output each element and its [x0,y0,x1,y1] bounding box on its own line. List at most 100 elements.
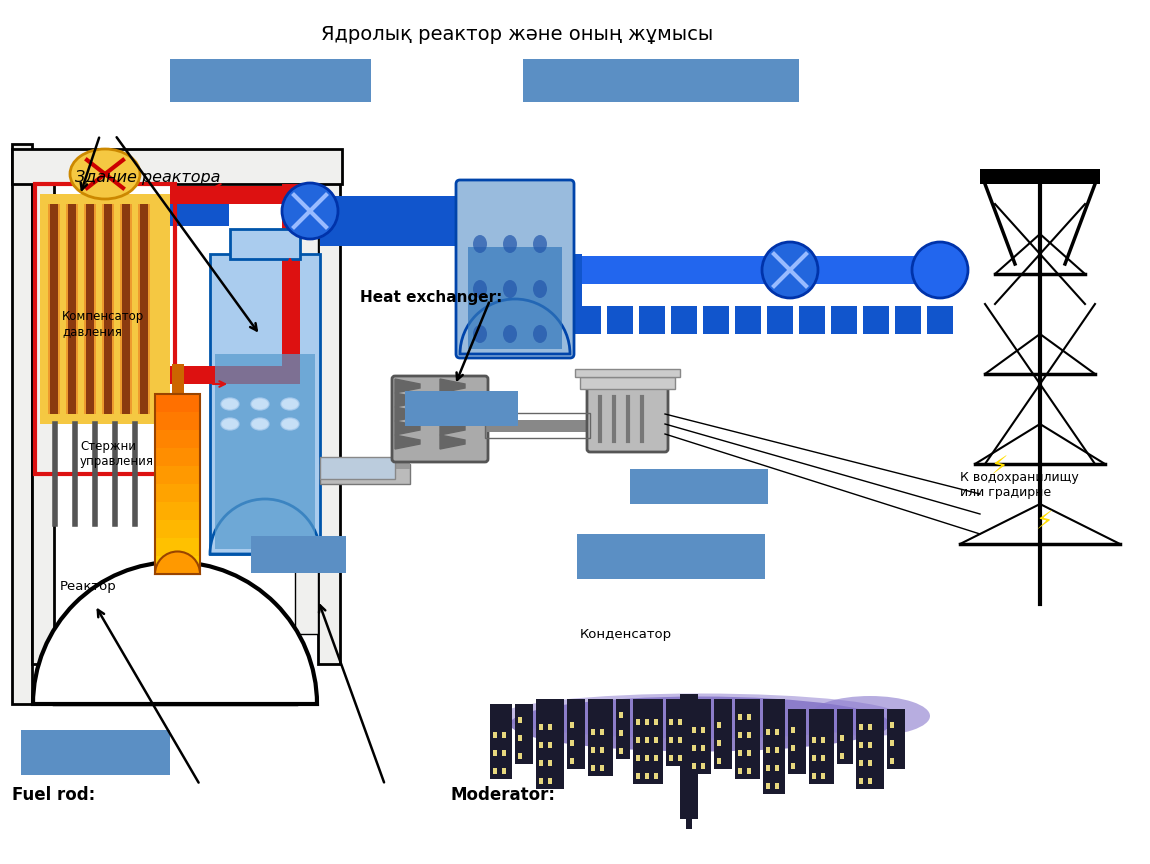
Bar [138,204,150,414]
Bar [570,722,574,728]
Polygon shape [394,435,420,449]
Polygon shape [440,421,465,435]
Polygon shape [440,407,465,421]
Bar [171,364,184,394]
Bar [170,59,371,102]
Bar [670,306,697,334]
Bar [468,247,562,349]
Bar [549,778,552,784]
Text: Компенсатор
давления: Компенсатор давления [62,310,144,338]
FancyBboxPatch shape [392,376,488,462]
Bar [515,704,532,764]
Bar [12,159,345,194]
Bar [549,742,552,748]
Bar [890,758,894,764]
Text: К водохранилищу
или градирне: К водохранилищу или градирне [960,471,1079,499]
Bar [120,204,132,414]
Bar [840,753,844,759]
Bar [567,699,585,769]
Bar [600,729,604,735]
Bar [12,149,342,184]
Text: Здание реактора: Здание реактора [75,170,221,185]
Bar [687,814,692,829]
Bar [859,742,862,748]
Ellipse shape [473,280,486,298]
Bar [775,783,779,789]
Bar [678,719,682,725]
Circle shape [762,242,818,298]
Bar [669,755,673,761]
Bar [840,735,844,741]
Bar [654,773,658,779]
Bar [155,538,200,556]
Bar [887,709,905,769]
Bar [716,722,721,728]
Bar [12,74,32,194]
Wedge shape [210,499,320,554]
Bar [859,778,862,784]
Bar [821,755,825,761]
Bar [588,699,613,776]
Bar [645,719,649,725]
Bar [140,204,148,414]
Bar [32,164,54,664]
Bar [155,556,200,574]
Ellipse shape [532,280,547,298]
Bar [503,732,506,738]
Polygon shape [394,421,420,435]
Ellipse shape [509,696,890,752]
Bar [714,699,733,769]
Bar [457,259,574,309]
Ellipse shape [503,235,518,253]
Wedge shape [460,299,570,354]
Bar [766,729,771,735]
Polygon shape [440,379,465,393]
Bar [678,737,682,743]
Bar [669,737,673,743]
Bar [518,717,522,723]
Bar [493,768,497,774]
Bar [799,306,825,334]
Bar [735,306,761,334]
Ellipse shape [503,325,518,343]
Ellipse shape [810,696,930,736]
Bar [580,377,675,389]
Bar [503,768,506,774]
Bar [767,306,794,334]
Bar [575,306,601,334]
Bar [868,742,872,748]
Bar [518,735,522,741]
Bar [54,196,229,226]
Ellipse shape [532,325,547,343]
Bar [215,354,315,549]
Bar [282,184,300,384]
Bar [320,196,460,226]
Ellipse shape [251,418,269,430]
Bar [320,464,411,484]
Bar [296,164,319,634]
Bar [539,742,543,748]
Bar [549,724,552,730]
Bar [122,204,130,414]
Bar [48,204,60,414]
Ellipse shape [503,280,518,298]
Bar [155,448,200,466]
Bar [738,732,742,738]
Bar [523,59,799,102]
Bar [493,750,497,756]
Bar [748,714,751,720]
Bar [821,737,825,743]
Bar [748,732,751,738]
Text: Реактор: Реактор [60,580,117,593]
Bar [636,755,641,761]
Text: Конденсатор: Конденсатор [580,628,672,641]
Wedge shape [40,359,170,424]
Circle shape [282,183,338,239]
Bar [493,732,497,738]
Bar [702,745,705,751]
Bar [575,369,680,377]
Bar [654,755,658,761]
Bar [570,254,582,334]
Bar [485,413,590,438]
Bar [485,420,590,432]
